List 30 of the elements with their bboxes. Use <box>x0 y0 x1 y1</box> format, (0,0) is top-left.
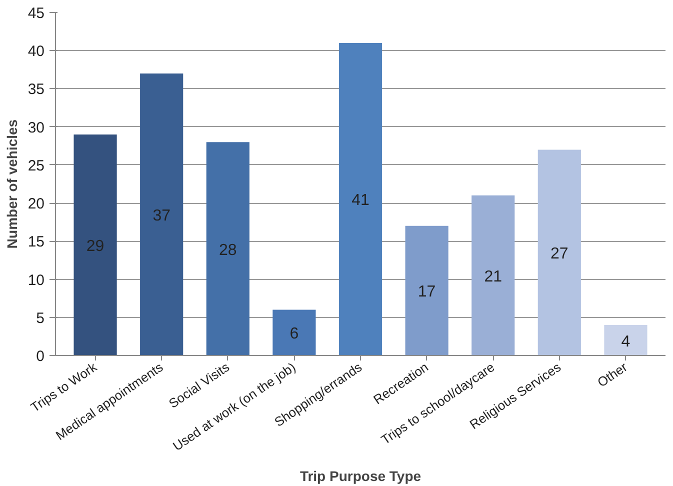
bar <box>206 142 250 356</box>
data-label: 28 <box>218 242 237 259</box>
data-label: 6 <box>290 326 299 343</box>
y-tick-label: 30 <box>28 119 45 136</box>
bar <box>140 73 184 356</box>
data-label: 4 <box>621 333 630 350</box>
data-label: 29 <box>86 238 104 255</box>
data-label: 21 <box>484 268 502 286</box>
bar <box>272 310 316 356</box>
y-tick-label: 35 <box>28 81 45 98</box>
y-axis-title: Number of vehicles <box>4 119 20 249</box>
x-axis-title: Trip Purpose Type <box>300 468 422 484</box>
y-tick-label: 45 <box>28 5 45 22</box>
y-tick-label: 0 <box>36 348 44 365</box>
bar <box>604 325 648 356</box>
bar <box>472 195 515 356</box>
data-label: 41 <box>352 192 370 210</box>
y-tick-label: 25 <box>28 157 45 174</box>
y-tick-label: 10 <box>28 272 45 289</box>
bar <box>338 42 382 356</box>
data-label: 17 <box>418 284 436 301</box>
bar <box>74 134 117 356</box>
data-label: 37 <box>152 207 171 224</box>
y-tick-label: 40 <box>28 43 45 60</box>
bar <box>405 226 448 356</box>
bar <box>538 150 581 356</box>
data-label: 27 <box>550 246 568 263</box>
y-tick-label: 15 <box>28 234 45 251</box>
y-tick-label: 5 <box>36 310 44 327</box>
y-tick-label: 20 <box>28 196 45 213</box>
